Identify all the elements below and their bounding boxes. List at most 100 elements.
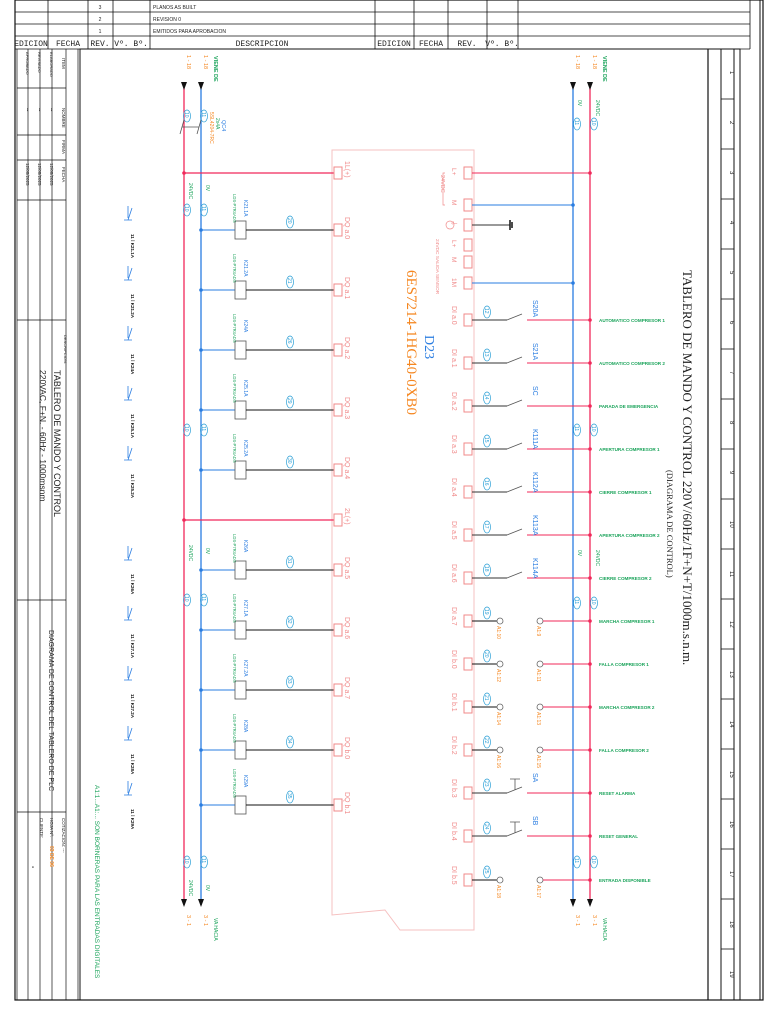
header-fecha: FECHA bbox=[419, 40, 443, 49]
input-terminal-label: DI b.5 bbox=[450, 866, 457, 885]
wire-number: 14 bbox=[483, 394, 489, 400]
wire-tag-oval bbox=[200, 423, 208, 437]
plc-output-terminal bbox=[333, 403, 343, 417]
column-number: 19 bbox=[728, 971, 734, 978]
wire-tag-oval bbox=[200, 109, 208, 123]
wire-number-tag: 10 bbox=[590, 855, 598, 869]
arrow-icon bbox=[587, 899, 593, 907]
output-terminal-label: DQ a.0 bbox=[343, 217, 350, 239]
relay-model: LDS-P7R4ADS bbox=[232, 314, 237, 343]
input-device-tag: K112A bbox=[531, 472, 538, 493]
switch-contact-icon bbox=[506, 786, 523, 794]
plc-tag: D23 bbox=[421, 335, 436, 359]
title-item: ELABORADO bbox=[49, 52, 54, 77]
wire-number: 29 bbox=[286, 398, 292, 404]
relay-model: LDS-P7R4ADS bbox=[232, 254, 237, 283]
plc-output-terminal bbox=[333, 623, 343, 637]
wire-number: 10 bbox=[183, 858, 189, 864]
relay-coil bbox=[234, 400, 247, 420]
wire-tag-oval bbox=[286, 395, 294, 409]
nombre-header: NOMBRE bbox=[61, 108, 66, 128]
input-circuit: DI b.0 20 A1:12 A1:11 FALLA COMPRESOR 1 bbox=[450, 649, 649, 682]
input-circuit: DI a.7 19 A1:10 A1:9 MARCHA COMPRESOR 1 bbox=[450, 606, 655, 639]
plc-input-terminal bbox=[463, 571, 473, 585]
plc-input-terminal bbox=[463, 700, 473, 714]
plc-input-terminal bbox=[463, 528, 473, 542]
junction-dot bbox=[199, 568, 203, 572]
voltage-label: 0V bbox=[204, 548, 210, 555]
from-reference: 1 - 18 bbox=[202, 55, 208, 69]
column-number: 6 bbox=[728, 321, 734, 325]
output-circuit: DQ a.0 20 K21.1A LDS-P7R4ADS 11 ⁞ K21.1A bbox=[124, 194, 350, 259]
contact-label: 11 ⁞ K21.2A bbox=[130, 294, 135, 319]
relay-model: LDS-P7R4ADS bbox=[232, 714, 237, 743]
control-diagram: TABLERO DE MANDO Y CONTROL 220V/60Hz/1F+… bbox=[93, 55, 695, 979]
column-number: 16 bbox=[728, 821, 734, 828]
plc-input-terminal bbox=[463, 743, 473, 757]
wire-number-tag: 21 bbox=[286, 275, 294, 289]
pushbutton-icon bbox=[510, 778, 520, 790]
output-terminal-label: DQ a.5 bbox=[343, 557, 350, 579]
arrow-icon bbox=[570, 82, 576, 90]
wire-tag-oval bbox=[483, 348, 491, 362]
input-terminal-label: DI b.1 bbox=[450, 693, 457, 712]
relay-coil bbox=[234, 620, 247, 640]
cliente-label: CLIENTE: bbox=[39, 818, 44, 838]
input-description: FALLA COMPRESOR 1 bbox=[599, 662, 649, 667]
terminal-block-label: A1:17 bbox=[535, 885, 541, 898]
terminal-block-icon bbox=[496, 876, 504, 884]
relay-contact-icon bbox=[124, 447, 133, 461]
wire-number: 15 bbox=[483, 437, 489, 443]
output-terminal-label: DQ a.7 bbox=[343, 677, 350, 699]
relay-coil bbox=[234, 680, 247, 700]
input-description: CIERRE COMPRESOR 1 bbox=[599, 490, 652, 495]
input-circuit: DI a.0 12 S20A AUTOMATICO COMPRESOR 1 bbox=[450, 300, 665, 327]
wire-number-tag: 18 bbox=[483, 563, 491, 577]
wire-number-tag: 16 bbox=[483, 477, 491, 491]
plc-power-terminal bbox=[333, 166, 343, 180]
plc-terminal-label: 2L(+) bbox=[343, 508, 350, 525]
output-circuit: DQ a.2 26 K24A LDS-P7R4ADS 11 ⁞ K24A bbox=[124, 314, 350, 375]
wire-number-tag: 11 bbox=[573, 117, 581, 131]
header-rev: REV. bbox=[90, 40, 109, 49]
wire-number: 10 bbox=[183, 426, 189, 432]
wire-number-tag: 10 bbox=[590, 117, 598, 131]
relay-model: LDS-P7R4ADS bbox=[232, 374, 237, 403]
wire-tag-oval bbox=[483, 520, 491, 534]
ground-icon bbox=[509, 220, 513, 230]
cliente-value: - bbox=[29, 866, 36, 869]
supply-terminal-label: M bbox=[450, 200, 457, 205]
column-number: 12 bbox=[728, 621, 734, 628]
wire-number-tag: 11 bbox=[200, 855, 208, 869]
descripcion-label: DESCRIPCION: bbox=[63, 335, 68, 364]
input-circuit: DI a.5 17 K113A APERTURA COMPRESOR 2 bbox=[450, 515, 660, 542]
wire-number-tag: 23 bbox=[483, 778, 491, 792]
terminal-block-label: A1:14 bbox=[495, 712, 501, 725]
header-descripcion: DESCRIPCION bbox=[236, 40, 289, 49]
relay-contact-icon bbox=[124, 327, 133, 341]
output-terminal-label: DQ a.4 bbox=[343, 457, 350, 479]
wire-number-tag: 14 bbox=[483, 391, 491, 405]
wire-tag-oval bbox=[573, 423, 581, 437]
column-number: 14 bbox=[728, 721, 734, 728]
output-terminal-label: DQ b.0 bbox=[343, 737, 350, 759]
wire-number: 35 bbox=[286, 793, 292, 799]
wire-tag-oval bbox=[183, 593, 191, 607]
to-label: VA HACIA bbox=[601, 918, 607, 941]
wire-tag-oval bbox=[590, 117, 598, 131]
wire-tag-oval bbox=[590, 596, 598, 610]
wire-number-tag: 19 bbox=[483, 606, 491, 620]
title-nombre: -- bbox=[36, 108, 42, 112]
column-number: 5 bbox=[728, 271, 734, 275]
earth-terminal-icon bbox=[445, 220, 455, 230]
plc-input-terminal bbox=[463, 657, 473, 671]
wire-tag-oval bbox=[483, 305, 491, 319]
relay-tag: K27.2A bbox=[242, 660, 248, 677]
contact-label: 11 ⁞ K25.1A bbox=[130, 414, 135, 439]
plc-output-terminal bbox=[333, 283, 343, 297]
output-circuit: DQ a.7 33 K27.2A LDS-P7R4ADS 11 ⁞ K27.2A bbox=[124, 654, 350, 719]
plc-output-terminal bbox=[333, 463, 343, 477]
wire-number: 20 bbox=[483, 652, 489, 658]
plc-power-terminal bbox=[333, 513, 343, 527]
